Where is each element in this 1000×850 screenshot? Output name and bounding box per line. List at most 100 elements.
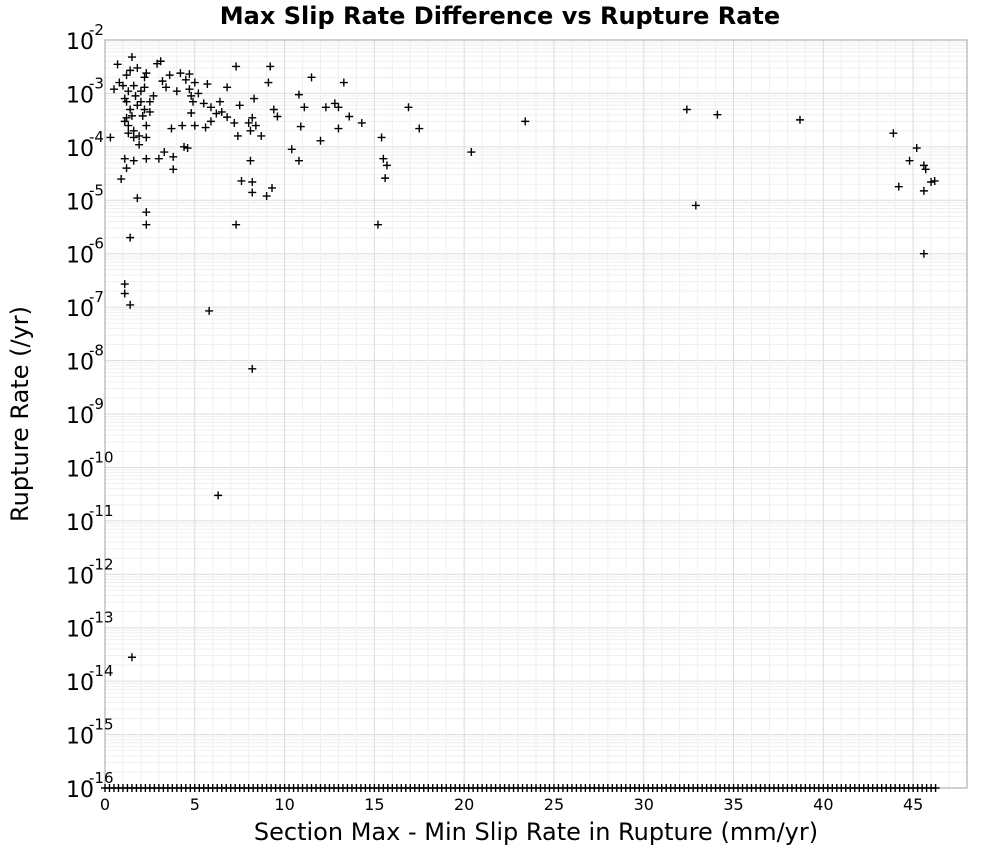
data-point [905, 156, 914, 165]
y-tick-label: 10-3 [66, 74, 104, 108]
data-point [232, 220, 241, 229]
x-tick-labels: 0 5 10 15 20 25 30 35 40 45 [100, 795, 923, 814]
y-tick-label: 10-5 [66, 181, 104, 215]
data-point [181, 75, 190, 84]
y-tick-base: 10 [66, 297, 94, 322]
y-tick-exponent: -15 [89, 716, 114, 734]
x-tick-label: 30 [634, 795, 654, 814]
data-point [133, 101, 142, 110]
y-tick-exponent: -8 [89, 342, 104, 360]
y-tick-label: 10-8 [66, 342, 104, 376]
y-tick-exponent: -16 [89, 769, 114, 787]
y-tick-exponent: -6 [89, 235, 104, 253]
y-tick-base: 10 [66, 564, 94, 589]
data-point [120, 117, 129, 126]
data-point [223, 83, 232, 92]
data-point [467, 148, 476, 157]
y-tick-exponent: -2 [89, 21, 104, 39]
data-point [223, 113, 232, 122]
data-point [120, 154, 129, 163]
data-point [120, 289, 129, 298]
data-point [187, 109, 196, 118]
data-point [248, 177, 257, 186]
data-point [264, 78, 273, 87]
data-point [122, 71, 131, 80]
data-point [316, 136, 325, 145]
y-tick-label: 10-9 [66, 395, 104, 429]
data-point [131, 91, 140, 100]
data-point [118, 81, 127, 90]
data-point [142, 69, 151, 78]
data-point [190, 121, 199, 130]
x-tick-label: 5 [190, 795, 200, 814]
y-tick-label: 10-12 [66, 555, 114, 589]
data-point [919, 161, 928, 170]
data-point [921, 165, 930, 174]
data-point [230, 118, 239, 127]
data-point [129, 156, 138, 165]
data-point [138, 111, 147, 120]
data-point [165, 71, 174, 80]
data-point [199, 99, 208, 108]
data-point [142, 121, 151, 130]
data-point [127, 53, 136, 62]
data-point [133, 63, 142, 72]
data-point [190, 78, 199, 87]
data-point [334, 103, 343, 112]
y-tick-base: 10 [66, 511, 94, 536]
data-point [269, 105, 278, 114]
data-point [339, 78, 348, 87]
data-point [232, 62, 241, 71]
y-tick-base: 10 [66, 778, 94, 803]
data-point [122, 113, 131, 122]
data-point [382, 161, 391, 170]
data-point [178, 121, 187, 130]
y-tick-base: 10 [66, 30, 94, 55]
data-point [124, 121, 133, 130]
data-point [248, 188, 257, 197]
data-point [167, 124, 176, 133]
data-point [919, 249, 928, 258]
data-point [795, 115, 804, 124]
x-tick-label: 40 [813, 795, 833, 814]
data-point [244, 118, 253, 127]
data-point [321, 103, 330, 112]
y-tick-base: 10 [66, 351, 94, 376]
data-point [183, 144, 192, 153]
data-point [127, 653, 136, 662]
y-tick-label: 10-11 [66, 502, 114, 536]
data-point [377, 133, 386, 142]
data-point [300, 103, 309, 112]
data-point [381, 174, 390, 183]
data-point [246, 156, 255, 165]
y-tick-exponent: -9 [89, 395, 104, 413]
data-point [379, 154, 388, 163]
data-point [135, 140, 144, 149]
data-point [142, 154, 151, 163]
data-point [194, 89, 203, 98]
data-point [235, 101, 244, 110]
data-point [162, 83, 171, 92]
data-point [158, 77, 167, 86]
data-point [237, 176, 246, 185]
data-point [126, 66, 135, 75]
data-point [889, 129, 898, 138]
y-tick-base: 10 [66, 618, 94, 643]
data-point [136, 87, 145, 96]
y-tick-label: 10-6 [66, 235, 104, 269]
data-point [330, 99, 339, 108]
data-point [169, 152, 178, 161]
data-point [140, 105, 149, 114]
y-tick-base: 10 [66, 137, 94, 162]
data-point [154, 154, 163, 163]
data-point [262, 192, 271, 201]
data-point [140, 73, 149, 82]
data-point [117, 175, 126, 184]
data-point [268, 183, 277, 192]
data-point [215, 97, 224, 106]
data-point [296, 122, 305, 131]
y-tick-label: 10-4 [66, 128, 104, 162]
y-tick-label: 10-2 [66, 21, 104, 55]
x-tick-label: 10 [274, 795, 294, 814]
